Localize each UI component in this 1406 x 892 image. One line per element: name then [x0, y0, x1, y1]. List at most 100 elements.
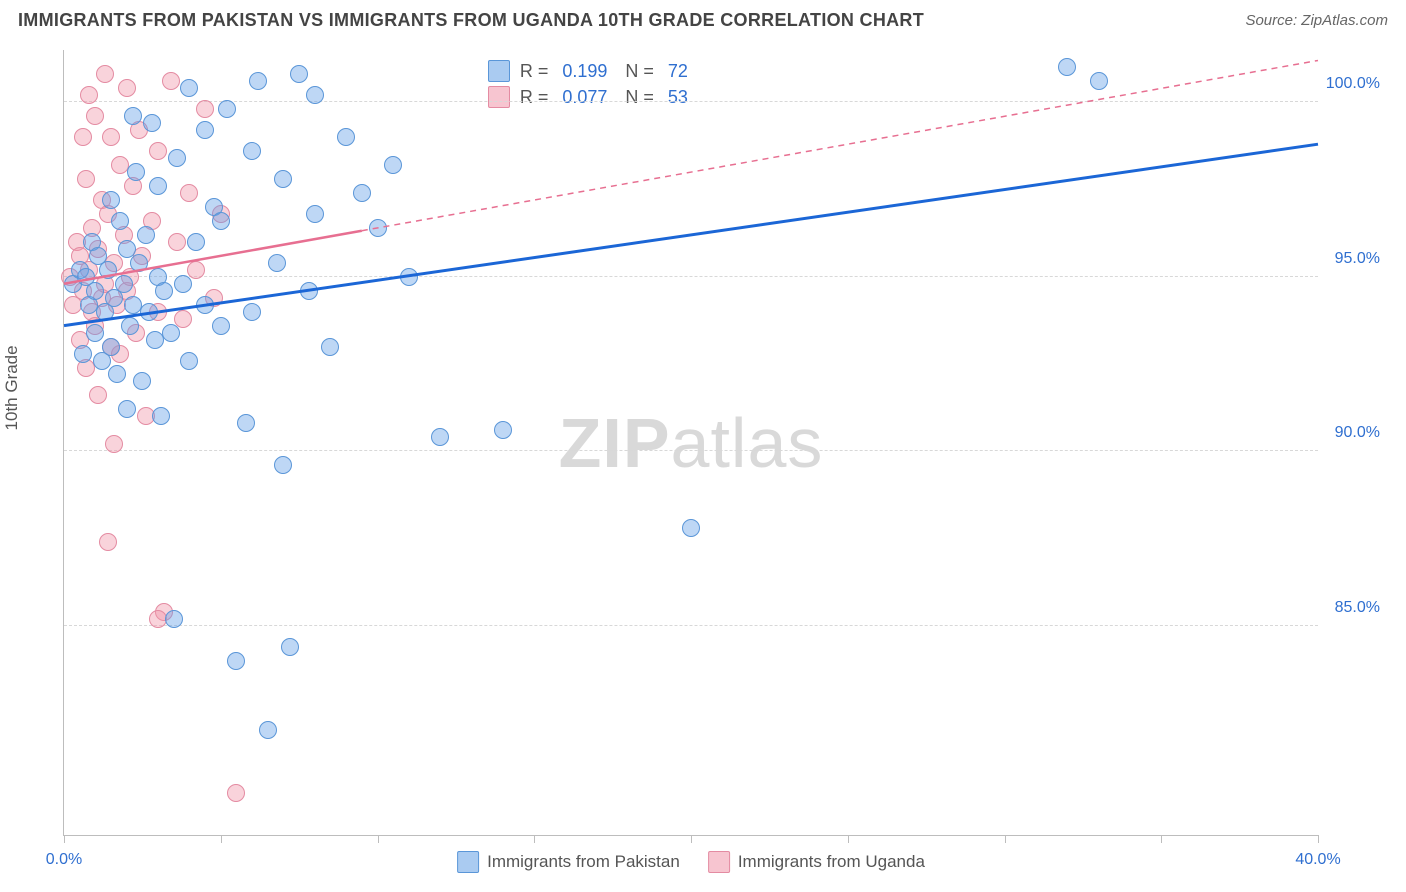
r-label: R = — [520, 61, 549, 82]
data-point — [152, 407, 170, 425]
data-point — [227, 784, 245, 802]
x-tick — [378, 835, 379, 843]
data-point — [96, 65, 114, 83]
data-point — [111, 212, 129, 230]
data-point — [137, 226, 155, 244]
legend-item-uganda: Immigrants from Uganda — [708, 851, 925, 873]
data-point — [259, 721, 277, 739]
data-point — [74, 128, 92, 146]
data-point — [290, 65, 308, 83]
data-point — [121, 317, 139, 335]
data-point — [218, 100, 236, 118]
data-point — [306, 86, 324, 104]
y-tick-label: 85.0% — [1335, 599, 1380, 617]
data-point — [180, 352, 198, 370]
data-point — [281, 638, 299, 656]
swatch-pink-icon — [708, 851, 730, 873]
data-point — [115, 275, 133, 293]
data-point — [300, 282, 318, 300]
data-point — [162, 72, 180, 90]
x-tick-label: 0.0% — [46, 851, 82, 869]
data-point — [168, 149, 186, 167]
data-point — [149, 177, 167, 195]
x-tick — [1161, 835, 1162, 843]
data-point — [74, 345, 92, 363]
n-label: N = — [625, 61, 654, 82]
y-axis-label: 10th Grade — [2, 345, 22, 430]
data-point — [237, 414, 255, 432]
data-point — [149, 142, 167, 160]
watermark-rest: atlas — [671, 404, 824, 482]
data-point — [99, 533, 117, 551]
data-point — [268, 254, 286, 272]
data-point — [249, 72, 267, 90]
data-point — [102, 128, 120, 146]
data-point — [369, 219, 387, 237]
data-point — [196, 121, 214, 139]
x-tick — [64, 835, 65, 843]
data-point — [118, 400, 136, 418]
legend-row-uganda: R = 0.077 N = 53 — [488, 84, 696, 110]
source-attribution: Source: ZipAtlas.com — [1245, 12, 1388, 29]
data-point — [274, 170, 292, 188]
x-tick — [1005, 835, 1006, 843]
data-point — [168, 233, 186, 251]
x-tick — [691, 835, 692, 843]
y-tick-label: 100.0% — [1326, 75, 1380, 93]
gridline — [64, 276, 1318, 277]
data-point — [212, 317, 230, 335]
chart-container: 10th Grade ZIPatlas R = 0.199 N = 72 R =… — [18, 44, 1388, 882]
data-point — [400, 268, 418, 286]
legend-label-pakistan: Immigrants from Pakistan — [487, 852, 680, 872]
watermark-bold: ZIP — [559, 404, 671, 482]
data-point — [174, 275, 192, 293]
data-point — [124, 107, 142, 125]
data-point — [130, 254, 148, 272]
data-point — [108, 365, 126, 383]
data-point — [321, 338, 339, 356]
data-point — [431, 428, 449, 446]
gridline — [64, 101, 1318, 102]
y-tick-label: 90.0% — [1335, 424, 1380, 442]
plot-area: ZIPatlas R = 0.199 N = 72 R = 0.077 N = … — [63, 50, 1318, 836]
x-tick-label: 40.0% — [1295, 851, 1340, 869]
data-point — [102, 191, 120, 209]
pakistan-n-value: 72 — [668, 61, 688, 82]
gridline — [64, 450, 1318, 451]
data-point — [274, 456, 292, 474]
swatch-pink-icon — [488, 86, 510, 108]
chart-title: IMMIGRANTS FROM PAKISTAN VS IMMIGRANTS F… — [18, 10, 924, 31]
data-point — [102, 338, 120, 356]
data-point — [140, 303, 158, 321]
data-point — [89, 386, 107, 404]
data-point — [80, 86, 98, 104]
data-point — [174, 310, 192, 328]
data-point — [494, 421, 512, 439]
data-point — [86, 282, 104, 300]
data-point — [243, 142, 261, 160]
data-point — [162, 324, 180, 342]
y-tick-label: 95.0% — [1335, 250, 1380, 268]
legend-row-pakistan: R = 0.199 N = 72 — [488, 58, 696, 84]
legend-label-uganda: Immigrants from Uganda — [738, 852, 925, 872]
series-legend: Immigrants from Pakistan Immigrants from… — [457, 851, 925, 873]
data-point — [118, 79, 136, 97]
data-point — [99, 261, 117, 279]
data-point — [187, 233, 205, 251]
data-point — [306, 205, 324, 223]
data-point — [682, 519, 700, 537]
data-point — [180, 184, 198, 202]
watermark: ZIPatlas — [559, 403, 824, 483]
x-tick — [848, 835, 849, 843]
n-label: N = — [625, 87, 654, 108]
uganda-n-value: 53 — [668, 87, 688, 108]
data-point — [1058, 58, 1076, 76]
data-point — [384, 156, 402, 174]
data-point — [243, 303, 261, 321]
data-point — [105, 435, 123, 453]
x-tick — [534, 835, 535, 843]
data-point — [86, 324, 104, 342]
data-point — [155, 282, 173, 300]
x-tick — [1318, 835, 1319, 843]
data-point — [212, 212, 230, 230]
